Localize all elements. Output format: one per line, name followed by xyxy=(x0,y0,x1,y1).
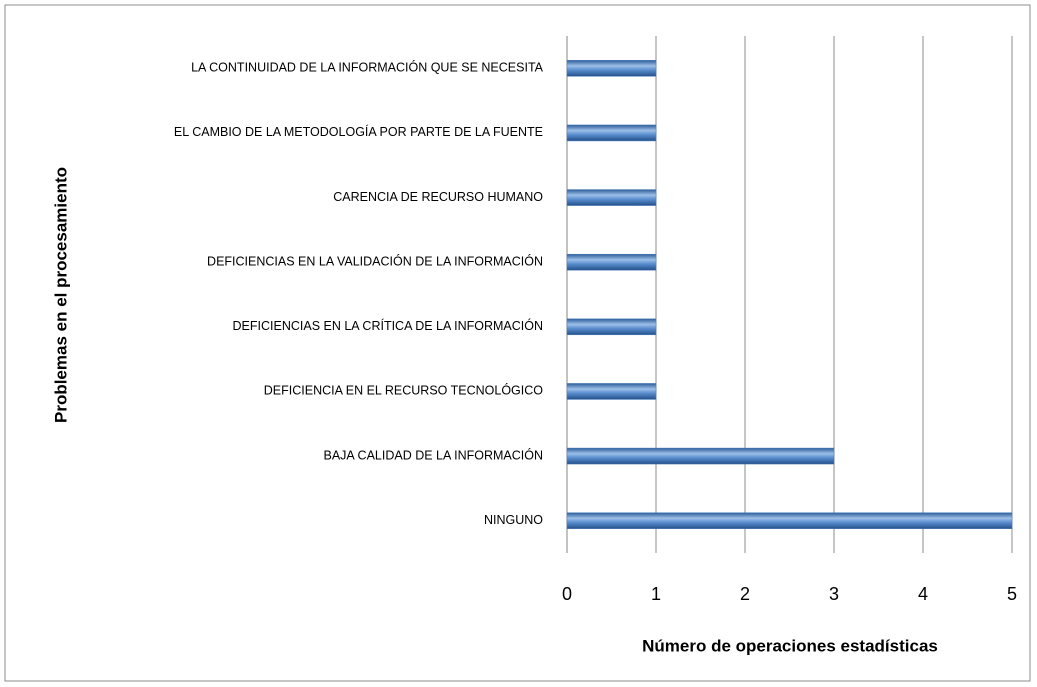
bar xyxy=(566,447,835,465)
x-tick-label: 3 xyxy=(829,584,839,604)
x-tick-label: 1 xyxy=(651,584,661,604)
x-tick-label: 4 xyxy=(918,584,928,604)
bar xyxy=(566,383,657,400)
y-tick-label: EL CAMBIO DE LA METODOLOGÍA POR PARTE DE… xyxy=(174,124,543,139)
x-tick-label: 0 xyxy=(562,584,572,604)
y-axis-title: Problemas en el procesamiento xyxy=(51,167,70,423)
y-tick-label: DEFICIENCIAS EN LA CRÍTICA DE LA INFORMA… xyxy=(233,318,543,333)
y-tick-label: DEFICIENCIA EN EL RECURSO TECNOLÓGICO xyxy=(264,383,543,398)
bar xyxy=(566,124,657,142)
bar xyxy=(566,253,657,271)
y-tick-label: LA CONTINUIDAD DE LA INFORMACIÓN QUE SE … xyxy=(191,60,544,75)
y-tick-label: DEFICIENCIAS EN LA VALIDACIÓN DE LA INFO… xyxy=(207,253,543,268)
y-tick-label: NINGUNO xyxy=(484,513,543,527)
x-tick-label: 2 xyxy=(740,584,750,604)
x-axis-title: Número de operaciones estadísticas xyxy=(642,636,938,655)
y-tick-label: BAJA CALIDAD DE LA INFORMACIÓN xyxy=(324,447,544,462)
y-tick-label: CARENCIA DE RECURSO HUMANO xyxy=(333,190,543,204)
bar xyxy=(566,60,657,77)
x-tick-label: 5 xyxy=(1007,584,1017,604)
bar xyxy=(566,189,657,206)
bar xyxy=(566,512,1013,529)
bar xyxy=(566,318,657,336)
chart-border xyxy=(4,4,1031,682)
